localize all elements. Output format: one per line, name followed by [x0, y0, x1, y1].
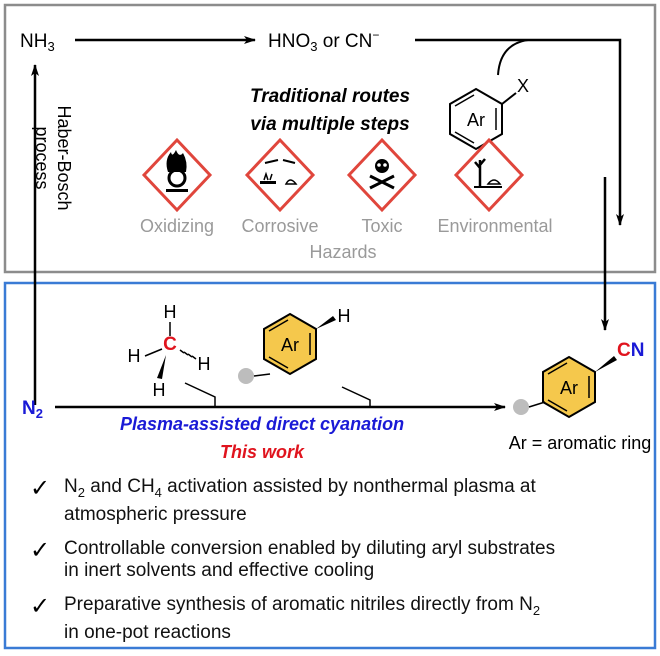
svg-text:Haber-Bosch: Haber-Bosch — [54, 105, 74, 210]
cn-label: CN — [617, 340, 644, 361]
process-label: Plasma-assisted direct cyanation — [120, 414, 404, 434]
svg-text:Environmental: Environmental — [437, 216, 552, 236]
hno3-cn-label: HNO3 or CN− — [268, 28, 379, 54]
svg-text:process: process — [32, 126, 52, 189]
arrow-to-aryl-halide — [415, 38, 624, 226]
route-title-line2: via multiple steps — [250, 114, 409, 135]
checkmark-icon: ✓ — [30, 591, 51, 620]
bullet-item: ✓ Controllable conversion enabled by dil… — [30, 535, 556, 581]
product-structure: Ar CN — [513, 340, 644, 419]
bullet-item: ✓ N2 and CH4 activation assisted by nont… — [30, 474, 536, 525]
svg-text:Corrosive: Corrosive — [241, 216, 318, 236]
svg-text:Ar: Ar — [560, 378, 578, 398]
arene-structure: Ar H — [238, 306, 351, 384]
arene-branch-line — [341, 386, 371, 407]
route-title-line1: Traditional routes — [250, 86, 410, 107]
substituent-dot — [238, 368, 254, 384]
dead-tree-fish-icon — [474, 158, 502, 188]
hazard-corrosive: Corrosive — [241, 137, 319, 236]
svg-text:H: H — [338, 306, 351, 326]
checkmark-icon: ✓ — [30, 535, 51, 564]
this-work-label: This work — [220, 442, 305, 462]
hazard-environmental: Environmental — [437, 137, 553, 236]
hazards-title: Hazards — [309, 242, 376, 262]
svg-text:Ar: Ar — [281, 335, 299, 355]
flame-over-circle-icon — [166, 150, 188, 192]
corrosion-icon — [260, 159, 298, 185]
svg-text:H: H — [128, 346, 141, 366]
skull-crossbones-icon — [369, 159, 395, 190]
methane-structure: H H H H C — [128, 302, 211, 400]
checkmark-icon: ✓ — [30, 474, 51, 502]
nh3-label: NH3 — [20, 31, 55, 54]
n2-label: N2 — [22, 398, 43, 421]
this-work-box — [3, 281, 657, 650]
haber-bosch-label: Haber-Bosch process — [32, 105, 74, 210]
substituent-dot — [513, 399, 529, 415]
svg-text:H: H — [198, 354, 211, 374]
hazard-toxic: Toxic — [346, 137, 418, 236]
aryl-halide-ring: Ar X — [449, 76, 529, 151]
bullet-list: ✓ N2 and CH4 activation assisted by nont… — [30, 476, 650, 656]
svg-text:Toxic: Toxic — [361, 216, 402, 236]
bullet-item: ✓ Preparative synthesis of aromatic nitr… — [30, 591, 541, 643]
reagent-arc — [497, 39, 529, 76]
hazard-oxidizing: Oxidizing — [140, 137, 214, 236]
svg-text:Ar: Ar — [467, 110, 485, 130]
svg-text:Oxidizing: Oxidizing — [140, 216, 214, 236]
svg-text:C: C — [163, 334, 177, 355]
methane-branch-line — [184, 382, 216, 407]
svg-text:H: H — [164, 302, 177, 322]
traditional-box — [3, 3, 657, 274]
svg-text:X: X — [517, 76, 529, 96]
svg-text:H: H — [153, 380, 166, 400]
ar-definition: Ar = aromatic ring — [509, 433, 652, 453]
